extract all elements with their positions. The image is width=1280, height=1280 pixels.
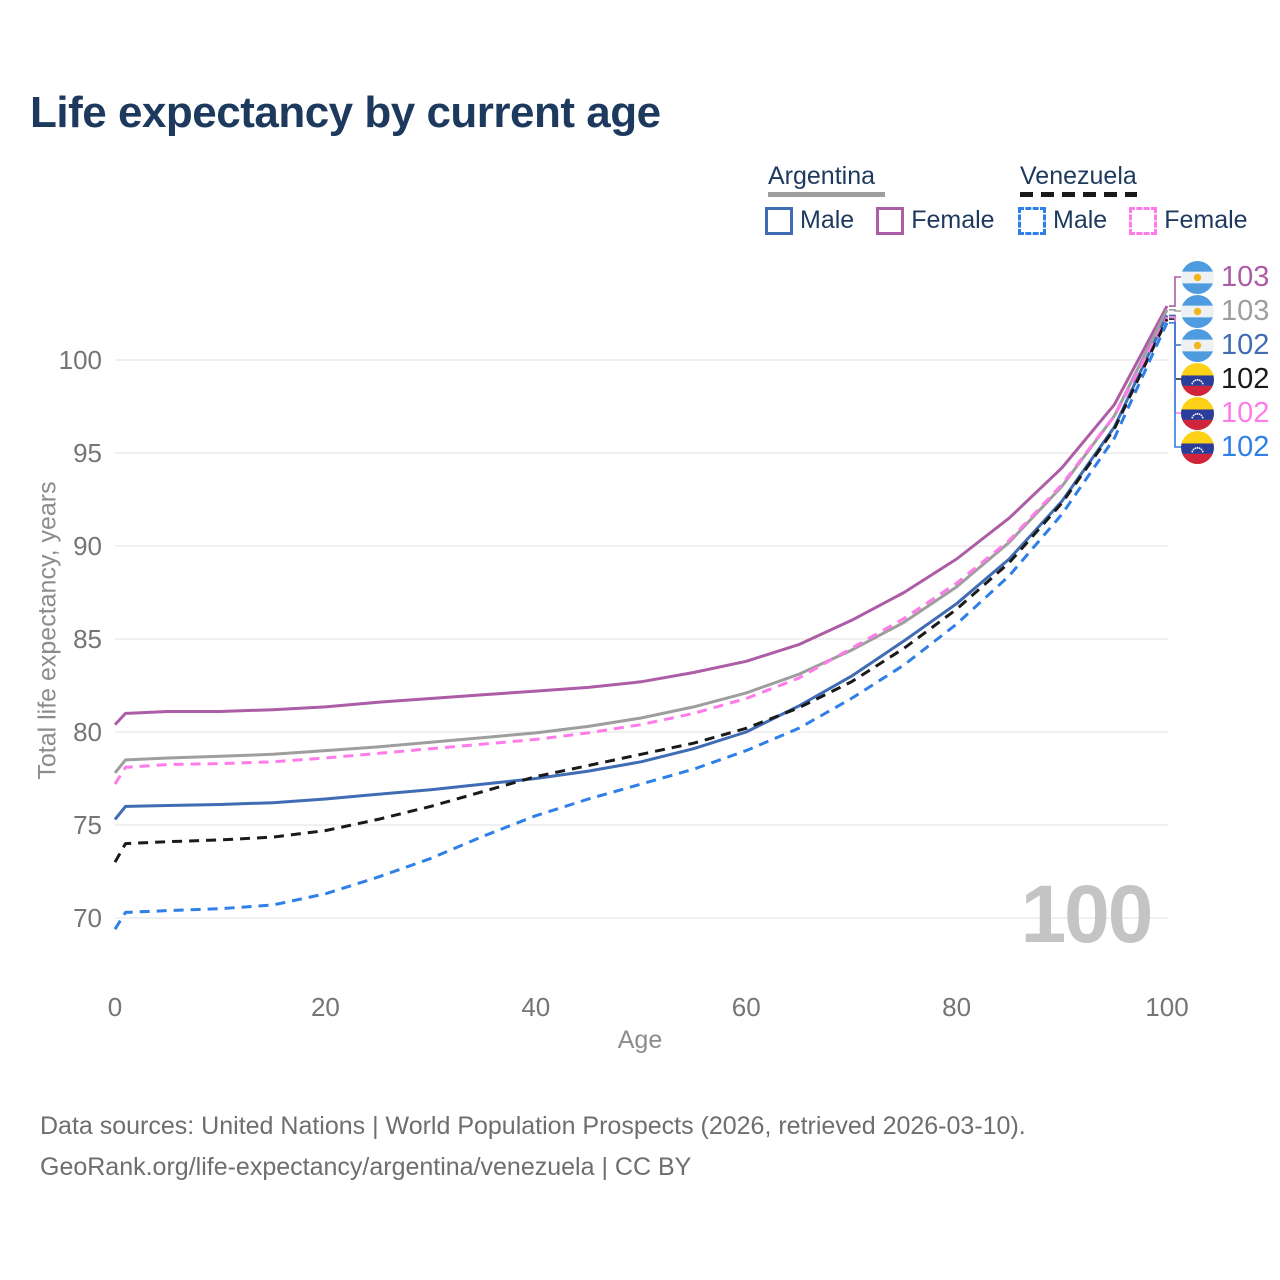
y-tick-label: 70 [73,903,102,933]
venezuela-flag-icon [1181,396,1214,430]
legend-item-label: Female [1164,206,1248,234]
end-label-value: 102 [1221,362,1270,395]
legend-item-argentina-male[interactable]: Male [765,206,854,235]
series-line-venezuela_male [113,322,1169,930]
end-label-value: 102 [1221,430,1270,463]
end-label-value: 102 [1221,328,1270,361]
series-line-argentina_all [113,309,1169,774]
legend-group-venezuela[interactable]: Venezuela [1020,162,1137,197]
series-line-venezuela_female [113,316,1169,785]
y-tick-label: 90 [73,531,102,561]
end-label-argentina-male: 102 [1181,328,1269,362]
legend-group-title: Venezuela [1020,162,1137,190]
legend-item-venezuela-female[interactable]: Female [1129,206,1248,235]
x-axis-title: Age [617,1026,663,1054]
end-label-venezuela-all: 102 [1181,362,1269,396]
leader-line-venezuela_male [1169,322,1182,448]
argentina-flag-icon [1181,260,1214,294]
footer-link-line: GeoRank.org/life-expectancy/argentina/ve… [40,1153,692,1181]
venezuela-flag-icon [1181,430,1214,464]
y-tick-label: 75 [73,810,102,840]
x-tick-label: 0 [108,992,122,1022]
legend-item-argentina-female[interactable]: Female [876,206,995,235]
legend-item-label: Female [911,206,995,234]
venezuela-dashed-line-sample-icon [1020,192,1137,197]
y-tick-label: 95 [73,438,102,468]
legend-group-title: Argentina [768,162,876,190]
y-tick-label: 85 [73,624,102,654]
legend-item-label: Male [800,206,855,234]
series-line-venezuela_all [113,318,1169,863]
argentina-flag-icon [1181,328,1214,362]
end-label-venezuela-male: 102 [1181,430,1269,464]
series-line-argentina_male [113,314,1169,821]
venezuela-male-swatch-icon [1018,206,1046,235]
x-tick-label: 100 [1145,992,1188,1022]
argentina-solid-line-sample-icon [768,192,885,197]
footer: Data sources: United Nations | World Pop… [40,1106,1026,1188]
end-label-argentina-female: 103 [1181,260,1269,294]
x-tick-label: 60 [732,992,761,1022]
argentina-flag-icon [1181,294,1214,328]
leader-line-argentina_all [1169,309,1182,312]
venezuela-flag-icon [1181,362,1214,396]
end-label-value: 103 [1221,294,1270,327]
argentina-male-swatch-icon [765,206,793,235]
legend-item-label: Male [1053,206,1108,234]
legend-group-argentina[interactable]: Argentina [768,162,885,197]
leader-line-argentina_female [1169,276,1182,307]
end-label-value: 103 [1221,260,1270,293]
legend-item-venezuela-male[interactable]: Male [1018,206,1107,235]
end-label-venezuela-female: 102 [1181,396,1269,430]
legend-items-venezuela: Male Female [1018,206,1248,235]
end-label-argentina-all: 103 [1181,294,1269,328]
age-counter-watermark: 100 [1020,869,1154,960]
series-line-argentina_female [113,305,1169,726]
y-tick-label: 100 [59,345,102,375]
legend-items-argentina: Male Female [765,206,995,235]
x-tick-label: 40 [521,992,550,1022]
x-tick-label: 80 [942,992,971,1022]
venezuela-female-swatch-icon [1129,206,1158,235]
argentina-female-swatch-icon [876,206,905,235]
end-label-value: 102 [1221,396,1270,429]
page-title: Life expectancy by current age [30,88,661,137]
y-tick-label: 80 [73,717,102,747]
footer-source-line: Data sources: United Nations | World Pop… [40,1112,1026,1140]
y-axis-title: Total life expectancy, years [33,481,62,780]
x-tick-label: 20 [311,992,340,1022]
